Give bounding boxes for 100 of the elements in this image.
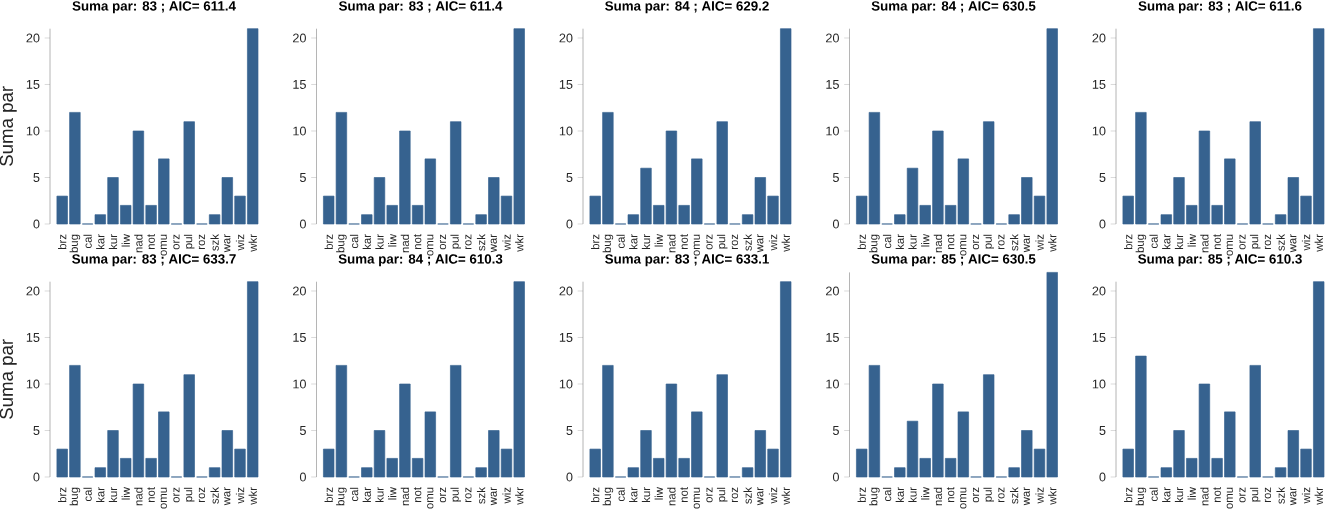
x-tick-label: wkr [781,234,790,252]
x-tick-label: omu [1226,234,1233,256]
y-tick-label: 0 [33,219,40,229]
x-tick-label: nad [134,487,143,506]
x-tick-label: nad [134,234,143,253]
x-tick-label: kar [362,487,371,503]
x-tick-label: war [1023,487,1030,506]
x-tick-label: cal [882,234,892,249]
x-tick-label: szk [743,487,752,504]
x-tick-label: bug [69,234,81,253]
x-tick-label: orz [972,234,980,250]
x-tick-label: pul [183,234,195,249]
x-tick-label: kur [1174,487,1184,503]
x-tick-label: pul [450,234,461,249]
x-tick-label: omu [960,234,967,256]
x-tick-label: szk [476,487,486,504]
x-tick-label: wiz [768,234,778,251]
chart-title: Suma par: 84 ; AIC= 629.2 [605,1,769,14]
y-tick-label: 0 [33,472,40,482]
x-tick-label: brz [58,234,67,250]
y-tick-label: 0 [299,472,306,482]
x-tick-label: omu [693,234,700,256]
y-tick-label: 5 [566,426,573,435]
x-tick-label: kar [96,234,105,250]
x-tick-label: not [680,234,688,250]
x-tick-label: bug [336,234,347,253]
y-tick-label: 15 [826,333,839,342]
x-tick-label: nad [933,487,943,506]
x-tick-label: war [1023,234,1030,253]
y-tick-label: 20 [293,33,306,43]
x-tick-label: wkr [1314,234,1323,252]
y-tick-label: 0 [832,219,839,229]
x-tick-label: war [224,487,231,506]
x-tick-label: cal [349,487,359,502]
x-tick-label: brz [58,487,67,503]
y-tick-label: 10 [293,379,306,389]
x-tick-label: liw [921,487,930,500]
x-tick-label: brz [324,234,333,250]
x-tick-label: brz [324,487,333,503]
y-tick-label: 20 [293,286,306,296]
x-tick-label: roz [731,487,739,503]
x-tick-label: nad [1200,487,1209,506]
y-tick-label: 5 [33,426,40,435]
x-tick-label: liw [654,487,663,500]
y-tick-label: 5 [832,173,839,182]
x-tick-label: orz [1239,487,1246,503]
x-tick-label: kur [641,487,651,503]
x-tick-label: liw [921,234,930,247]
x-tick-label: wkr [781,487,790,505]
y-tick-label: 20 [559,286,573,296]
x-tick-label: wiz [1035,487,1044,504]
x-tick-label: brz [591,234,600,250]
x-tick-label: kar [1162,234,1171,250]
chart-title: Suma par: 85 ; AIC= 630.5 [871,254,1036,267]
x-tick-label: not [1213,234,1221,250]
x-tick-label: szk [1276,234,1285,251]
x-tick-label: not [946,234,955,250]
y-tick-label: 0 [832,472,839,482]
x-tick-label: not [147,487,155,503]
x-tick-label: szk [743,234,752,251]
x-tick-label: roz [998,234,1005,250]
x-tick-label: roz [198,487,205,503]
y-tick-label: 15 [26,80,40,89]
x-tick-label: wkr [248,234,257,252]
x-tick-label: orz [173,234,180,250]
x-tick-label: nad [933,234,943,253]
x-tick-label: omu [1226,487,1233,509]
x-tick-label: wkr [1048,487,1057,505]
y-tick-label: 5 [832,426,839,435]
x-tick-label: liw [388,487,397,500]
x-tick-label: war [757,487,764,506]
chart-title: Suma par: 83 ; AIC= 611.6 [1138,1,1302,14]
y-tick-label: 10 [26,126,40,136]
x-tick-label: szk [1276,487,1285,504]
y-tick-label: 15 [1092,80,1106,89]
x-tick-label: bug [1135,234,1147,253]
x-tick-label: cal [1149,487,1158,502]
y-tick-label: 0 [566,219,573,229]
x-tick-label: nad [1200,234,1209,253]
x-tick-label: war [1290,487,1297,506]
y-tick-label: 10 [559,126,573,136]
x-tick-label: brz [857,487,866,503]
x-tick-label: wiz [1035,234,1044,251]
y-tick-label: 5 [299,426,306,435]
y-axis-title: Suma par [0,339,17,419]
x-tick-label: brz [857,234,866,250]
x-tick-label: pul [983,234,994,249]
y-tick-label: 20 [559,33,573,43]
chart-title: Suma par: 84 ; AIC= 610.3 [338,254,503,267]
y-tick-label: 10 [559,379,573,389]
x-tick-label: orz [439,487,447,503]
x-tick-label: bug [69,487,81,506]
x-tick-label: war [224,234,231,253]
x-tick-label: pul [1249,234,1261,249]
y-tick-label: 0 [1099,219,1106,229]
x-tick-label: orz [972,487,980,503]
x-tick-label: orz [173,487,180,503]
y-tick-label: 15 [559,80,573,89]
x-tick-label: liw [1187,234,1196,247]
x-tick-label: pul [716,487,728,502]
